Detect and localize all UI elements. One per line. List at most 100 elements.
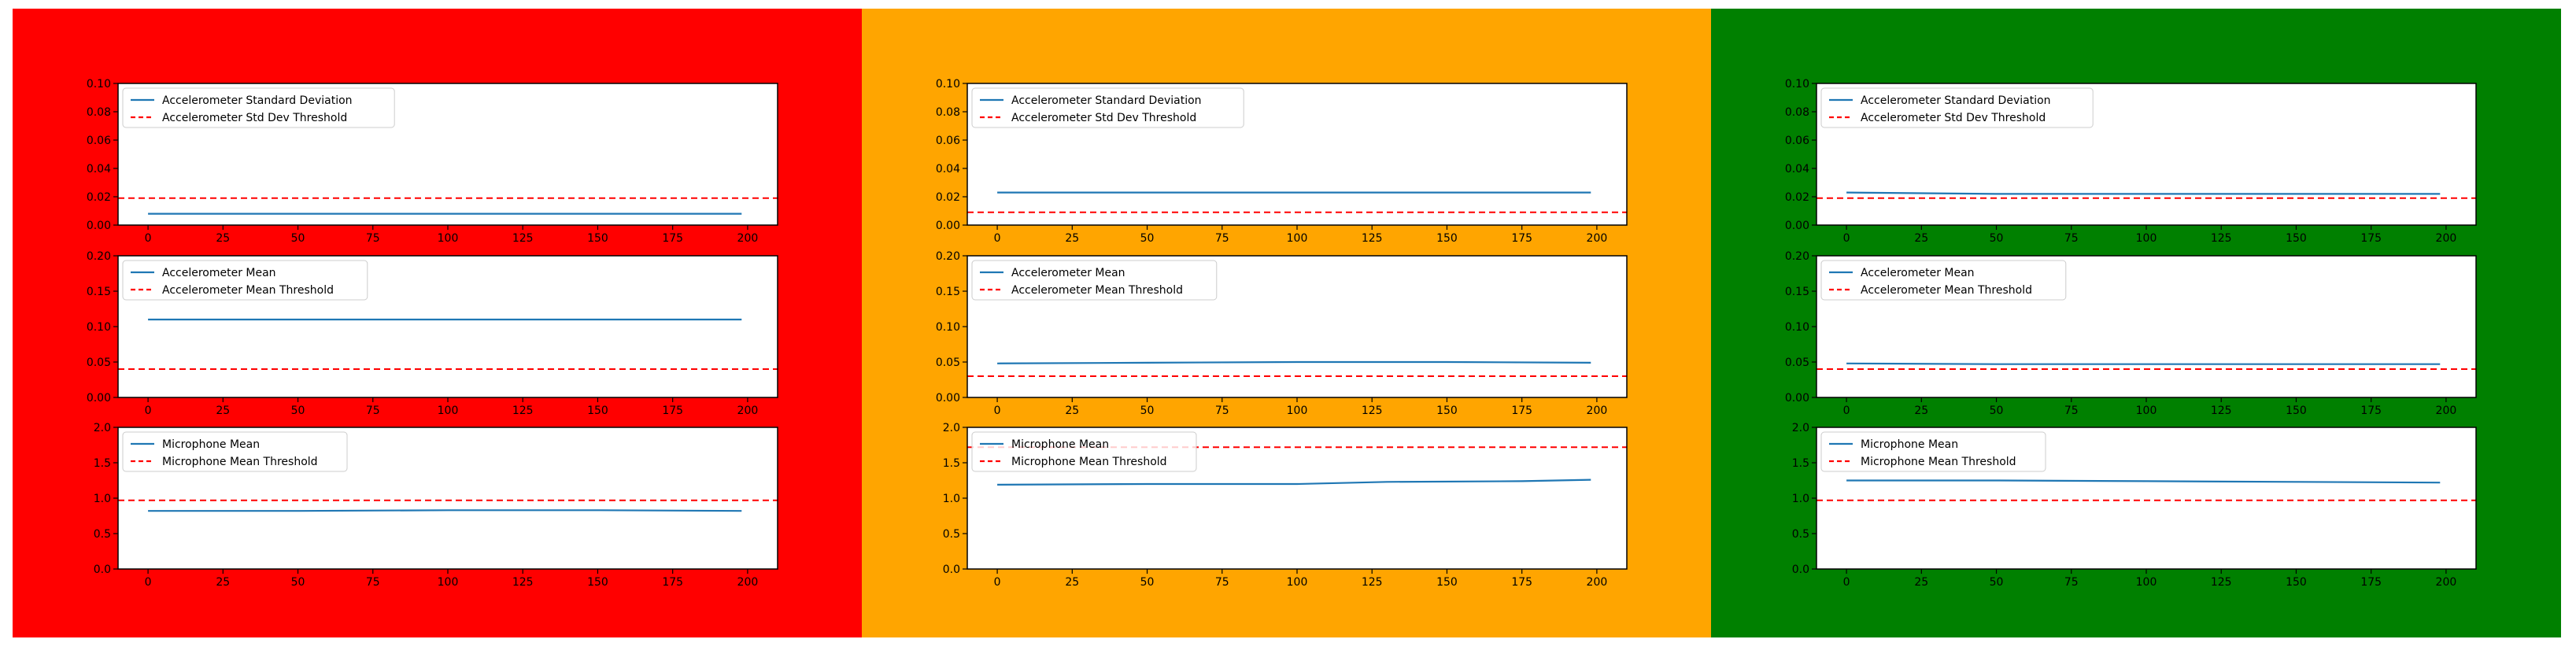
x-tick-label: 25 [1914,232,1928,245]
x-tick-label: 200 [1587,232,1608,245]
x-tick-label: 175 [1511,405,1532,417]
x-tick-label: 75 [2064,232,2079,245]
y-tick-label: 0.06 [87,135,111,147]
x-tick-label: 50 [1990,232,2004,245]
subplot-1: 0 25 50 75 100 125 150 175 200 0.00 0.05 0.10 0.15 0.… [87,250,778,417]
x-tick-label: 0 [994,405,1001,417]
y-tick-label: 1.0 [1792,493,1809,505]
y-tick-label: 0.10 [936,321,960,334]
legend-label: Accelerometer Mean Threshold [162,284,334,297]
y-tick-label: 0.15 [87,286,111,298]
x-tick-label: 150 [587,576,608,589]
y-tick-label: 1.5 [1792,457,1809,470]
x-tick-label: 0 [1843,576,1850,589]
legend-label: Microphone Mean [1011,438,1109,451]
x-tick-label: 175 [2360,405,2382,417]
x-tick-label: 25 [1914,576,1928,589]
legend: Accelerometer Standard Deviation Accelero… [122,87,395,128]
y-tick-label: 0.0 [943,563,960,576]
y-tick-label: 0.06 [936,135,960,147]
legend-box [971,260,1218,301]
legend: Microphone Mean Microphone Mean Threshold [971,431,1197,472]
series-line [997,360,1591,364]
x-tick-label: 200 [2436,405,2457,417]
x-tick-label: 125 [1362,232,1383,245]
legend-label: Accelerometer Standard Deviation [162,94,353,107]
x-tick-label: 100 [438,405,459,417]
y-tick-label: 0.00 [87,220,111,232]
y-tick-label: 0.00 [936,392,960,405]
x-tick-label: 200 [737,232,759,245]
legend: Accelerometer Mean Accelerometer Mean Thr… [971,260,1218,301]
legend-box [1820,431,2046,472]
panel-svg: 0 25 50 75 100 125 150 175 2000.000.020.040.060.… [87,78,778,589]
x-tick-label: 25 [216,232,230,245]
x-tick-label: 200 [2436,232,2457,245]
x-tick-label: 125 [1362,405,1383,417]
legend: Microphone Mean Microphone Mean Threshold [1820,431,2046,472]
y-tick-label: 2.0 [1792,422,1809,434]
legend: Accelerometer Standard Deviation Accelero… [1820,87,2094,128]
legend-label: Microphone Mean [1861,438,1958,451]
x-tick-label: 25 [216,576,230,589]
x-tick-label: 175 [662,576,683,589]
y-tick-label: 0.10 [1785,321,1809,334]
x-tick-label: 50 [1140,232,1155,245]
y-tick-label: 0.04 [1785,163,1809,176]
x-tick-label: 125 [512,576,534,589]
y-tick-label: 0.20 [1785,250,1809,263]
x-tick-label: 125 [1362,576,1383,589]
y-tick-label: 0.10 [1785,78,1809,91]
subplot-1: 0 25 50 75 100 125 150 175 200 0.00 0.05 0.10 0.15 0.… [1785,250,2477,417]
series-line [148,509,742,512]
x-tick-label: 100 [1287,405,1308,417]
y-tick-label: 0.5 [1792,528,1809,541]
x-tick-label: 50 [1990,576,2004,589]
x-tick-label: 175 [662,232,683,245]
x-tick-label: 25 [216,405,230,417]
x-tick-label: 75 [366,405,380,417]
x-tick-label: 150 [1436,576,1458,589]
y-tick-label: 0.20 [87,250,111,263]
x-tick-label: 175 [2360,232,2382,245]
x-tick-label: 125 [2211,232,2232,245]
x-tick-label: 50 [291,576,305,589]
x-tick-label: 25 [1914,405,1928,417]
legend: Accelerometer Mean Accelerometer Mean Thr… [1820,260,2067,301]
x-tick-label: 75 [366,232,380,245]
y-tick-label: 1.5 [943,457,960,470]
subplot-0: 0 25 50 75 100 125 150 175 200 0.00 0.02 0.04 0.06 0.… [87,78,778,245]
x-tick-label: 75 [1215,405,1229,417]
x-tick-label: 125 [512,232,534,245]
legend-label: Microphone Mean [162,438,260,451]
legend-box [1820,260,2067,301]
y-tick-label: 0.02 [1785,191,1809,204]
legend-box [971,87,1244,128]
y-tick-label: 0.02 [936,191,960,204]
legend-box [1820,87,2094,128]
x-tick-label: 175 [1511,576,1532,589]
legend-label: Accelerometer Standard Deviation [1011,94,1202,107]
legend-label: Accelerometer Mean [1861,267,1975,279]
x-tick-label: 200 [737,405,759,417]
legend-label: Accelerometer Std Dev Threshold [162,112,347,124]
y-tick-label: 2.0 [943,422,960,434]
y-tick-label: 0.5 [943,528,960,541]
x-tick-label: 50 [1140,576,1155,589]
x-tick-label: 75 [366,576,380,589]
legend-box [122,87,395,128]
y-tick-label: 0.08 [936,106,960,119]
x-tick-label: 50 [1140,405,1155,417]
y-tick-label: 0.10 [87,78,111,91]
x-tick-label: 175 [662,405,683,417]
legend-label: Accelerometer Mean [162,267,276,279]
y-tick-label: 0.00 [936,220,960,232]
y-tick-label: 0.00 [87,392,111,405]
x-tick-label: 125 [2211,576,2232,589]
y-tick-label: 0.02 [87,191,111,204]
legend-label: Microphone Mean Threshold [1011,456,1167,468]
y-tick-label: 0.15 [1785,286,1809,298]
panel-green: 0 25 50 75 100 125 150 175 200 0.00 0.02 0.04 0.06 0.… [1711,9,2561,637]
subplot-0: 0 25 50 75 100 125 150 175 200 0.00 0.02 0.04 0.06 0.… [936,78,1628,245]
